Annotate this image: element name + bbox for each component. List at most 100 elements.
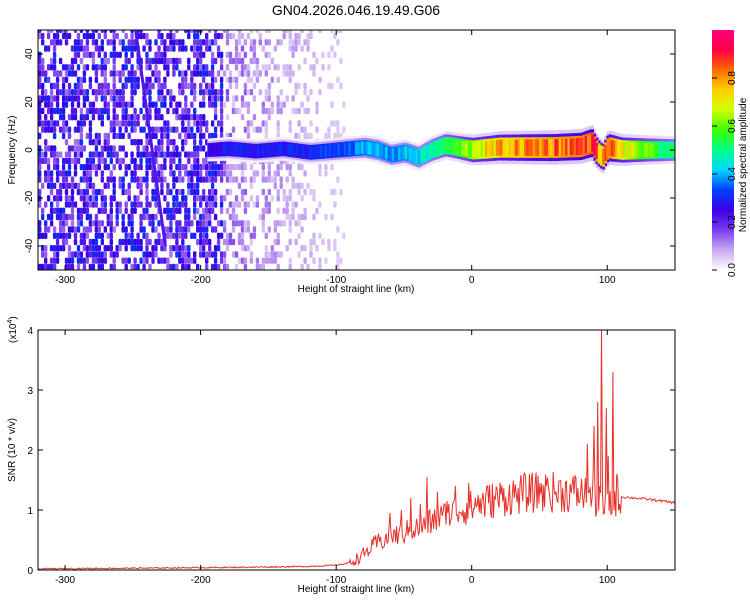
heatmap-ridge-cell (565, 138, 568, 156)
heatmap-ridge-cell (233, 143, 237, 155)
heatmap-cell (178, 45, 182, 52)
heatmap-cell (49, 57, 54, 65)
heatmap-cell (97, 163, 101, 171)
heatmap-cell (46, 145, 51, 152)
heatmap-cell (136, 182, 140, 189)
heatmap-cell (112, 51, 116, 58)
heatmap-cell (213, 213, 218, 221)
heatmap-cell (306, 107, 310, 115)
heatmap-cell (142, 263, 146, 270)
heatmap-cell (225, 95, 230, 102)
heatmap-cell (112, 101, 116, 108)
heatmap-cell (175, 188, 179, 196)
heatmap-cell (97, 157, 101, 165)
heatmap-cell (330, 101, 334, 108)
heatmap-cell (148, 45, 152, 52)
heatmap-cell (103, 201, 107, 208)
heatmap-cell (255, 257, 260, 264)
heatmap-ridge-cell (652, 143, 655, 157)
heatmap-cell (44, 70, 48, 77)
heatmap-cell (64, 89, 69, 96)
heatmap-cell (142, 176, 146, 183)
heatmap-cell (196, 151, 200, 158)
heatmap-cell (38, 220, 42, 227)
heatmap-cell (115, 70, 119, 77)
heatmap-cell (166, 182, 170, 189)
heatmap-cell (55, 157, 60, 165)
heatmap-cell (187, 257, 191, 264)
heatmap-cell (82, 32, 87, 40)
heatmap-cell (133, 238, 137, 246)
heatmap-cell (303, 213, 307, 221)
heatmap-cell (175, 195, 179, 202)
heatmap-cell (100, 89, 104, 96)
heatmap-cell (100, 251, 104, 258)
heatmap-cell (243, 39, 248, 46)
heatmap-cell (288, 170, 292, 177)
heatmap-cell (300, 126, 304, 133)
heatmap-cell (124, 188, 128, 196)
heatmap-cell (82, 51, 87, 58)
heatmap-cell (210, 195, 215, 202)
heatmap-cell (130, 263, 134, 270)
heatmap-cell (255, 76, 260, 83)
heatmap-cell (76, 220, 81, 227)
heatmap-cell (55, 176, 60, 183)
heatmap-cell (97, 51, 101, 58)
heatmap-cell (202, 145, 206, 152)
heatmap-cell (327, 64, 331, 71)
heatmap-cell (41, 126, 45, 133)
heatmap-cell (205, 45, 209, 52)
heatmap-cell (306, 95, 310, 102)
heatmap-ridge-cell (216, 143, 219, 156)
heatmap-cell (100, 157, 104, 165)
heatmap-cell (97, 114, 101, 121)
heatmap-cell (82, 45, 87, 52)
heatmap-cell (210, 207, 215, 214)
heatmap-cell (67, 126, 72, 133)
heatmap-cell (219, 120, 224, 127)
heatmap-cell (291, 51, 295, 58)
heatmap-cell (91, 57, 96, 65)
heatmap-ridge-cell (437, 141, 441, 155)
heatmap-cell (166, 32, 170, 40)
heatmap-cell (88, 151, 93, 158)
heatmap-cell (94, 170, 99, 177)
heatmap-cell (139, 30, 143, 33)
heatmap-cell (178, 188, 182, 196)
heatmap-cell (327, 238, 331, 246)
heatmap-cell (112, 95, 116, 102)
heatmap-ridge-cell (591, 134, 594, 152)
heatmap-cell (172, 107, 176, 115)
x-tick-label: -300 (55, 275, 75, 286)
heatmap-cell (264, 89, 268, 96)
heatmap-cell (100, 82, 104, 90)
heatmap-cell (67, 145, 72, 152)
heatmap-cell (252, 39, 257, 46)
heatmap-cell (333, 120, 337, 127)
heatmap-cell (94, 257, 99, 264)
heatmap-cell (44, 139, 48, 146)
heatmap-cell (199, 201, 203, 208)
heatmap-cell (252, 82, 257, 90)
heatmap-cell (118, 176, 122, 183)
heatmap-cell (178, 151, 182, 158)
heatmap-cell (145, 207, 149, 214)
heatmap-cell (44, 145, 48, 152)
heatmap-cell (231, 220, 236, 227)
heatmap-cell (240, 238, 245, 246)
snr-frame (37, 329, 676, 571)
heatmap-cell (127, 195, 131, 202)
heatmap-cell (142, 213, 146, 221)
heatmap-ridge-cell (430, 143, 434, 157)
heatmap-cell (118, 120, 122, 127)
heatmap-ridge-cell (630, 142, 634, 158)
heatmap-cell (243, 82, 248, 90)
heatmap-cell (61, 95, 66, 102)
y-tick-label: 20 (24, 96, 35, 108)
heatmap-ridge-cell (279, 143, 282, 155)
heatmap-cell (276, 238, 280, 246)
heatmap-cell (124, 226, 128, 233)
heatmap-ridge-cell (411, 148, 415, 162)
heatmap-cell (148, 57, 152, 65)
